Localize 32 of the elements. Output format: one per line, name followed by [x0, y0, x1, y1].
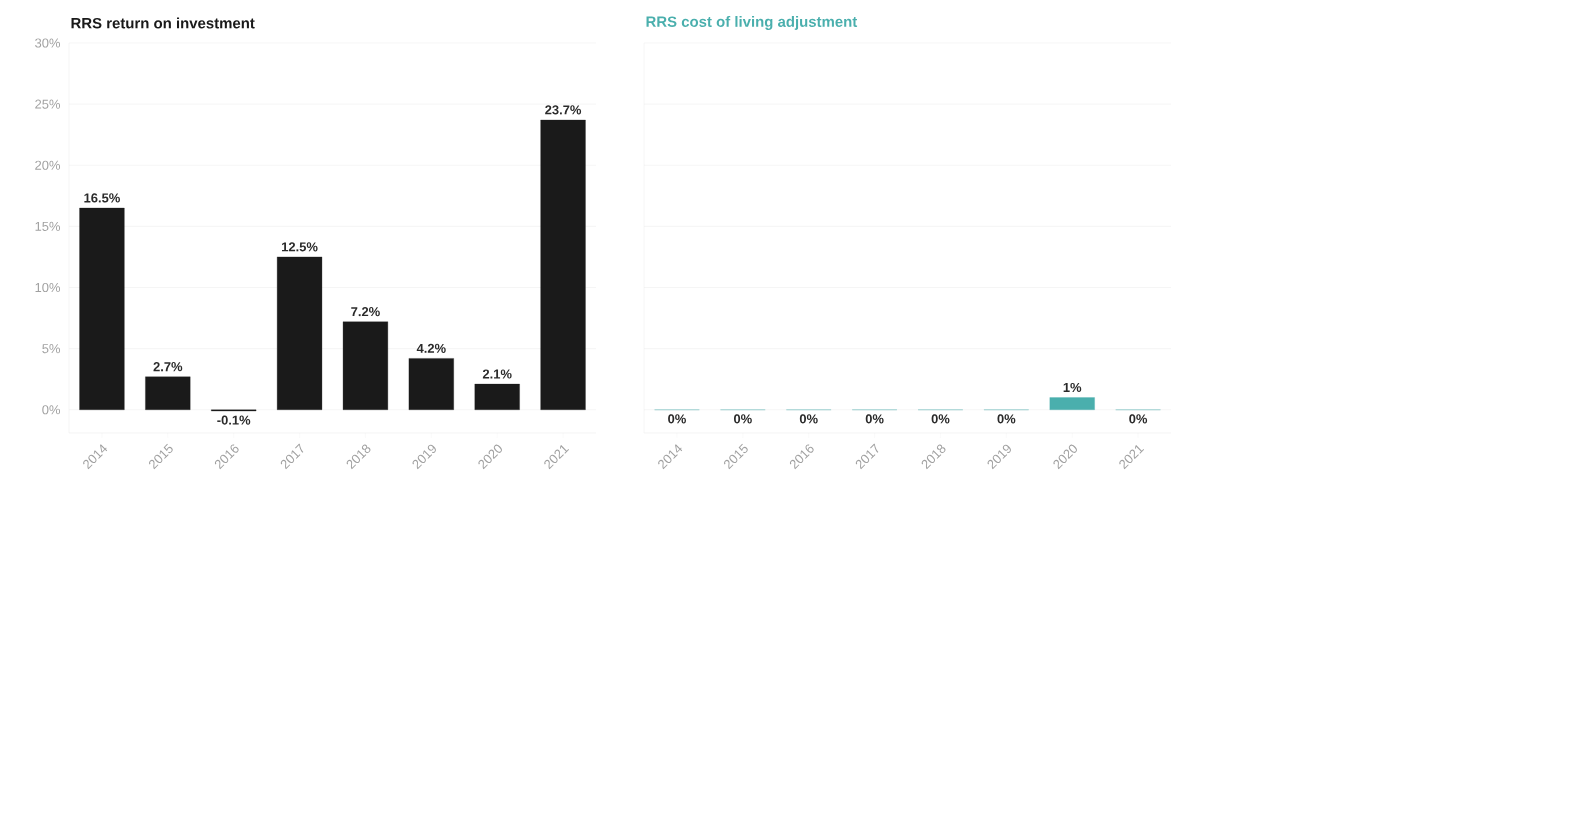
y-tick-label: 0% — [42, 405, 61, 415]
data-label: 0% — [799, 414, 818, 424]
data-label: 7.2% — [351, 307, 380, 317]
data-label: 12.5% — [282, 242, 318, 252]
data-label: -0.1% — [217, 415, 251, 425]
y-tick-label: 25% — [35, 99, 61, 109]
data-label: 0% — [668, 414, 686, 424]
data-label: 0% — [1129, 414, 1148, 424]
chart-title: RRS cost of living adjustment — [646, 15, 858, 30]
y-tick-label: 5% — [42, 344, 61, 354]
bar — [145, 376, 191, 410]
y-tick-label: 30% — [35, 38, 61, 48]
data-label: 2.7% — [153, 362, 183, 372]
chart-title: RRS return on investment — [71, 17, 255, 29]
bar — [277, 256, 323, 410]
data-label: 1% — [1063, 382, 1082, 393]
bar — [408, 358, 454, 410]
data-label: 23.7% — [545, 105, 582, 115]
bar — [474, 383, 520, 410]
data-label: 0% — [997, 414, 1016, 424]
y-tick-label: 20% — [35, 160, 61, 170]
data-label: 4.2% — [416, 343, 446, 353]
data-label: 0% — [733, 414, 752, 424]
bar — [540, 119, 586, 410]
y-tick-label: 15% — [35, 221, 61, 231]
data-label: 0% — [931, 414, 950, 424]
bar — [342, 321, 388, 410]
y-tick-label: 10% — [35, 282, 61, 293]
data-label: 16.5% — [84, 193, 120, 203]
data-label: 2.1% — [482, 369, 512, 379]
bar — [79, 207, 125, 410]
data-label: 0% — [865, 414, 884, 424]
